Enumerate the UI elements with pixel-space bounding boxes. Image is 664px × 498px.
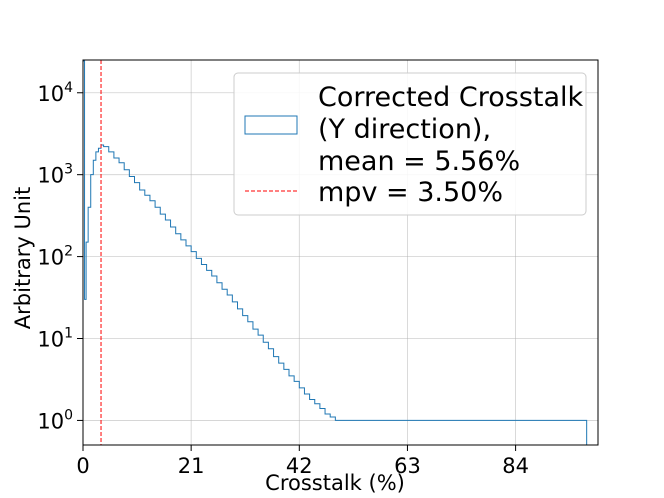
- y-axis-ticks: 100 101 102 103 104: [37, 80, 83, 433]
- y-tick-label: 102: [37, 244, 73, 270]
- x-tick-label: 21: [178, 454, 205, 478]
- x-tick-label: 63: [394, 454, 421, 478]
- x-axis-ticks: 0 21 42 63 84: [76, 445, 529, 478]
- x-axis-label: Crosstalk (%): [265, 471, 405, 495]
- x-tick-label: 84: [502, 454, 529, 478]
- y-tick-label: 104: [37, 80, 73, 106]
- y-axis-label: Arbitrary Unit: [11, 187, 35, 329]
- axes-frame: [82, 59, 599, 446]
- plot-area: [82, 60, 588, 445]
- legend: Corrected Crosstalk (Y direction), mean = …: [233, 72, 587, 216]
- y-tick-label: 101: [37, 326, 73, 352]
- x-tick-label: 42: [286, 454, 313, 478]
- legend-box: [233, 72, 587, 216]
- histogram-step-line: [82, 60, 588, 445]
- y-tick-label: 103: [37, 162, 73, 188]
- legend-histogram-label: Corrected Crosstalk (Y direction), mean = …: [318, 82, 584, 177]
- legend-mpv-label: mpv = 3.50%: [318, 177, 503, 208]
- x-tick-label: 0: [76, 454, 89, 478]
- y-tick-label: 100: [37, 407, 73, 433]
- legend-histogram-swatch: [244, 115, 298, 135]
